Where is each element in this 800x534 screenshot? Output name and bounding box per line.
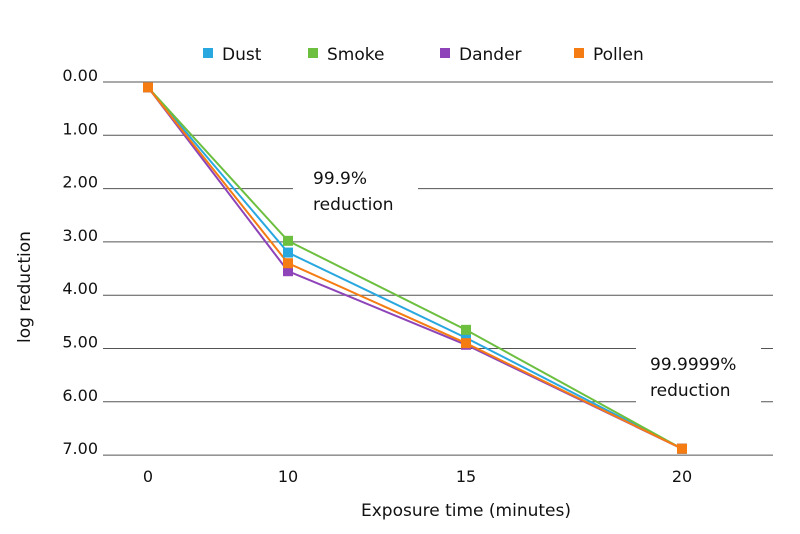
series-line-dust	[147, 86, 683, 450]
annotation-text: 99.9%	[313, 169, 367, 189]
data-point-dust	[283, 247, 293, 258]
y-tick-label: 3.00	[62, 226, 98, 245]
legend-marker-pollen	[574, 48, 584, 58]
legend-label: Dust	[222, 45, 262, 65]
annotation-text: reduction	[650, 381, 731, 401]
x-tick-label: 10	[278, 467, 298, 486]
data-point-smoke	[283, 235, 293, 246]
data-point-dander	[283, 266, 293, 277]
legend-label: Dander	[459, 45, 522, 65]
x-tick-label: 15	[456, 467, 476, 486]
series-line-dander	[147, 86, 683, 450]
data-point-pollen	[677, 443, 687, 454]
x-tick-label: 0	[143, 467, 153, 486]
y-tick-label: 0.00	[62, 66, 98, 85]
data-point-pollen	[461, 338, 471, 349]
y-tick-label: 1.00	[62, 119, 98, 138]
y-axis-label: log reduction	[15, 231, 35, 343]
y-tick-label: 5.00	[62, 333, 98, 352]
legend-label: Smoke	[327, 45, 384, 65]
data-point-pollen	[143, 82, 153, 93]
data-point-dust	[461, 332, 471, 343]
y-tick-label: 7.00	[62, 439, 98, 458]
annotation-box	[293, 162, 418, 217]
y-tick-label: 4.00	[62, 279, 98, 298]
x-tick-label: 20	[672, 467, 692, 486]
legend-label: Pollen	[593, 45, 644, 65]
annotation-text: 99.9999%	[650, 355, 736, 375]
legend-marker-dander	[440, 48, 450, 58]
x-axis-label: Exposure time (minutes)	[361, 501, 571, 521]
legend-marker-dust	[203, 48, 213, 58]
data-point-smoke	[461, 324, 471, 335]
series-line-pollen	[147, 86, 683, 450]
annotation-box	[636, 348, 761, 403]
data-point-pollen	[283, 258, 293, 269]
y-tick-label: 6.00	[62, 386, 98, 405]
series-line-smoke	[147, 86, 683, 450]
y-tick-label: 2.00	[62, 173, 98, 192]
annotation-text: reduction	[313, 195, 394, 215]
legend-marker-smoke	[308, 48, 318, 58]
